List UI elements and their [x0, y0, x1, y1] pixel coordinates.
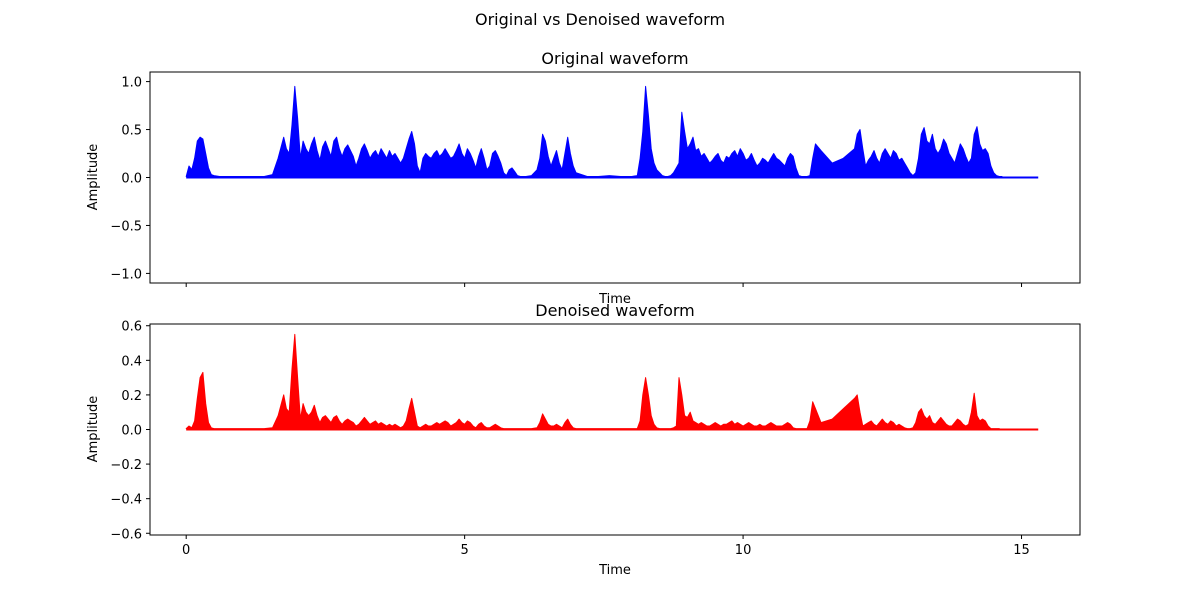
denoised-x-tick-label: 0 — [182, 543, 190, 558]
denoised-y-tick-label: 0.0 — [121, 424, 142, 439]
original-y-tick-label: 0.5 — [121, 124, 142, 139]
denoised-y-tick-label: 0.4 — [121, 354, 142, 369]
denoised-y-tick-label: −0.6 — [110, 527, 142, 542]
denoised-waveform-xlabel: Time — [598, 563, 631, 578]
original-waveform-ylabel: Amplitude — [86, 144, 101, 211]
original-waveform-title: Original waveform — [541, 49, 688, 68]
denoised-waveform-ylabel: Amplitude — [86, 396, 101, 463]
original-y-tick-label: 1.0 — [121, 76, 142, 91]
figure-suptitle: Original vs Denoised waveform — [475, 10, 725, 29]
denoised-x-tick-label: 5 — [461, 543, 469, 558]
original-waveform-xlabel: Time — [598, 292, 631, 307]
denoised-y-tick-label: 0.2 — [121, 389, 142, 404]
original-y-tick-label: −1.0 — [110, 267, 142, 282]
denoised-waveform-axes: Denoised waveform Time Amplitude 0 5 10 15 −… — [86, 301, 1081, 578]
denoised-y-tick-label: −0.4 — [110, 493, 142, 508]
denoised-y-tick-label: −0.2 — [110, 458, 142, 473]
original-y-tick-label: −0.5 — [110, 219, 142, 234]
denoised-waveform-title: Denoised waveform — [535, 301, 694, 320]
denoised-x-tick-label: 10 — [735, 543, 752, 558]
denoised-y-tick-label: 0.6 — [121, 320, 142, 335]
original-y-tick-label: 0.0 — [121, 172, 142, 187]
original-waveform-axes: Original waveform Time Amplitude −1.0 −0.… — [86, 49, 1081, 307]
denoised-x-tick-label: 15 — [1013, 543, 1030, 558]
